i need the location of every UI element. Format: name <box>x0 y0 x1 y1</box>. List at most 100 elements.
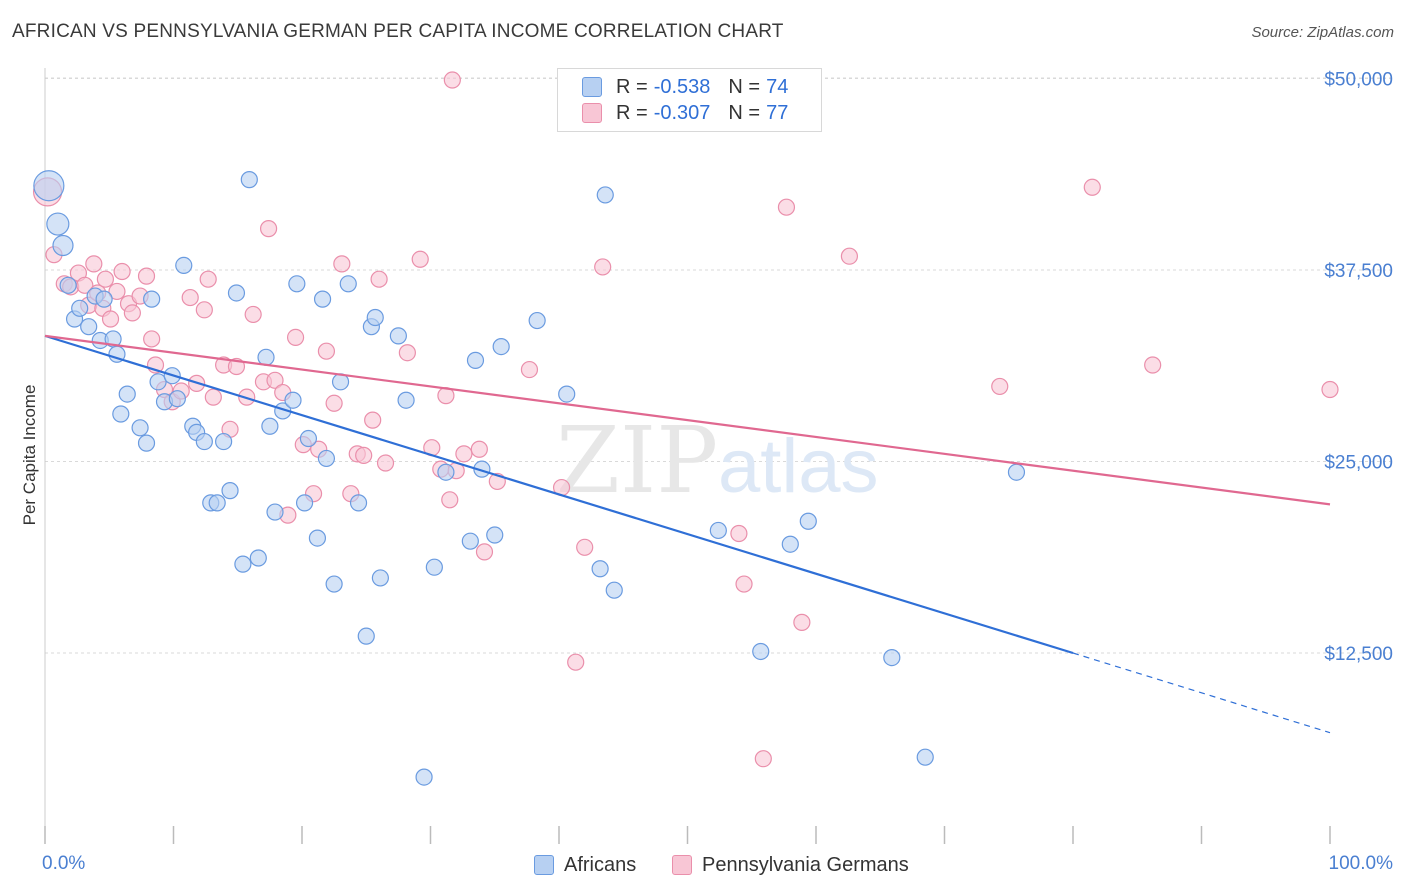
data-point-pa-german <box>443 71 461 89</box>
data-point-pa-german <box>143 330 161 348</box>
data-point-african <box>605 581 623 599</box>
data-point-african <box>240 171 258 189</box>
data-point-pa-german <box>137 267 156 285</box>
bottom-swatch-pa-germans <box>672 855 692 875</box>
data-point-african <box>709 521 727 540</box>
data-point-african <box>596 186 614 204</box>
x-tick-label: 100.0% <box>1329 853 1394 874</box>
series-africans <box>33 170 1026 786</box>
data-point-pa-german <box>195 301 213 319</box>
data-point-pa-german <box>259 220 278 238</box>
data-point-pa-german <box>76 276 94 294</box>
data-point-pa-german <box>411 250 429 268</box>
data-point-pa-german <box>840 247 859 265</box>
data-point-african <box>299 429 318 448</box>
data-point-african <box>349 494 368 512</box>
data-point-pa-german <box>520 360 539 379</box>
data-point-african <box>486 526 504 544</box>
data-point-pa-german <box>567 653 585 671</box>
data-point-pa-german <box>730 524 748 543</box>
data-point-pa-german <box>777 198 796 216</box>
y-tick-label: $25,000 <box>1324 453 1393 474</box>
y-tick-label: $37,500 <box>1324 261 1393 282</box>
data-point-african <box>52 234 74 257</box>
data-point-african <box>227 284 246 302</box>
data-point-pa-german <box>286 328 305 347</box>
data-point-african <box>46 212 70 236</box>
data-point-pa-german <box>317 342 336 360</box>
data-point-african <box>284 391 302 409</box>
watermark: ZIP atlas <box>556 407 879 514</box>
data-point-pa-german <box>370 270 388 288</box>
data-point-african <box>339 275 357 293</box>
data-point-pa-german <box>108 282 126 301</box>
data-point-african <box>558 385 576 403</box>
data-point-african <box>591 560 609 578</box>
data-point-pa-german <box>96 270 114 288</box>
tick-labels: $12,500 $25,000 $37,500 $50,000 0.0% 100.0% <box>42 70 1393 875</box>
data-point-african <box>221 482 239 500</box>
data-point-african <box>208 494 226 512</box>
data-point-pa-german <box>754 750 772 768</box>
data-point-african <box>143 290 161 308</box>
data-point-pa-german <box>991 377 1009 396</box>
legend-r-value-pa-germans: -0.307 <box>653 101 711 124</box>
data-point-pa-german <box>113 262 131 281</box>
data-point-african <box>118 385 136 403</box>
data-point-pa-german <box>266 371 284 389</box>
data-point-pa-german <box>244 305 262 324</box>
data-point-african <box>80 318 98 336</box>
legend-n-value-pa-germans: 77 <box>766 101 789 124</box>
data-point-african <box>415 768 433 786</box>
data-point-african <box>466 351 485 369</box>
data-point-pa-german <box>85 255 103 273</box>
watermark-atlas: atlas <box>718 424 879 509</box>
data-point-african <box>215 432 233 451</box>
data-point-african <box>295 494 314 512</box>
correlation-legend: R = -0.538 N = 74 R = -0.307 N = 77 <box>557 68 822 132</box>
data-point-african <box>313 290 332 308</box>
data-point-african <box>131 419 149 437</box>
data-point-pa-german <box>441 491 459 509</box>
data-point-pa-german <box>325 394 343 412</box>
legend-row-africans: R = -0.538 N = 74 <box>582 75 788 99</box>
data-point-african <box>425 558 443 576</box>
data-point-african <box>266 503 284 521</box>
legend-swatch-africans <box>582 77 602 97</box>
data-point-african <box>389 327 407 345</box>
trendline-africans <box>44 334 1074 655</box>
data-point-pa-german <box>355 446 373 464</box>
data-point-pa-german <box>475 543 494 561</box>
data-point-pa-german <box>199 270 217 288</box>
data-point-pa-german <box>376 454 395 472</box>
trendline-africans-extrapolated <box>1072 652 1331 734</box>
data-point-african <box>752 642 770 661</box>
bottom-legend-africans: Africans <box>534 852 636 878</box>
data-point-african <box>308 529 327 547</box>
data-point-african <box>325 575 343 593</box>
data-point-african <box>528 311 546 330</box>
data-point-pa-german <box>1083 178 1101 196</box>
data-point-pa-german <box>181 288 199 307</box>
data-point-african <box>95 290 113 308</box>
legend-r-label: R = <box>616 101 648 124</box>
bottom-legend-label-africans: Africans <box>564 853 637 876</box>
data-point-african <box>149 373 167 391</box>
data-point-african <box>234 555 252 573</box>
data-point-african <box>137 434 156 452</box>
data-point-pa-german <box>204 388 222 406</box>
bottom-legend-pa-germans: Pennsylvania Germans <box>672 852 909 878</box>
watermark-zip: ZIP <box>556 407 718 514</box>
data-point-african <box>437 463 455 481</box>
y-tick-label: $50,000 <box>1324 70 1393 91</box>
data-point-african <box>261 417 279 435</box>
data-point-pa-german <box>455 445 473 463</box>
data-point-pa-german <box>793 613 811 631</box>
data-point-african <box>288 275 306 293</box>
data-point-pa-german <box>333 255 351 273</box>
legend-n-value-africans: 74 <box>766 75 789 98</box>
data-point-african <box>883 648 901 667</box>
x-tick-label: 0.0% <box>42 853 85 874</box>
data-point-african <box>249 549 267 567</box>
